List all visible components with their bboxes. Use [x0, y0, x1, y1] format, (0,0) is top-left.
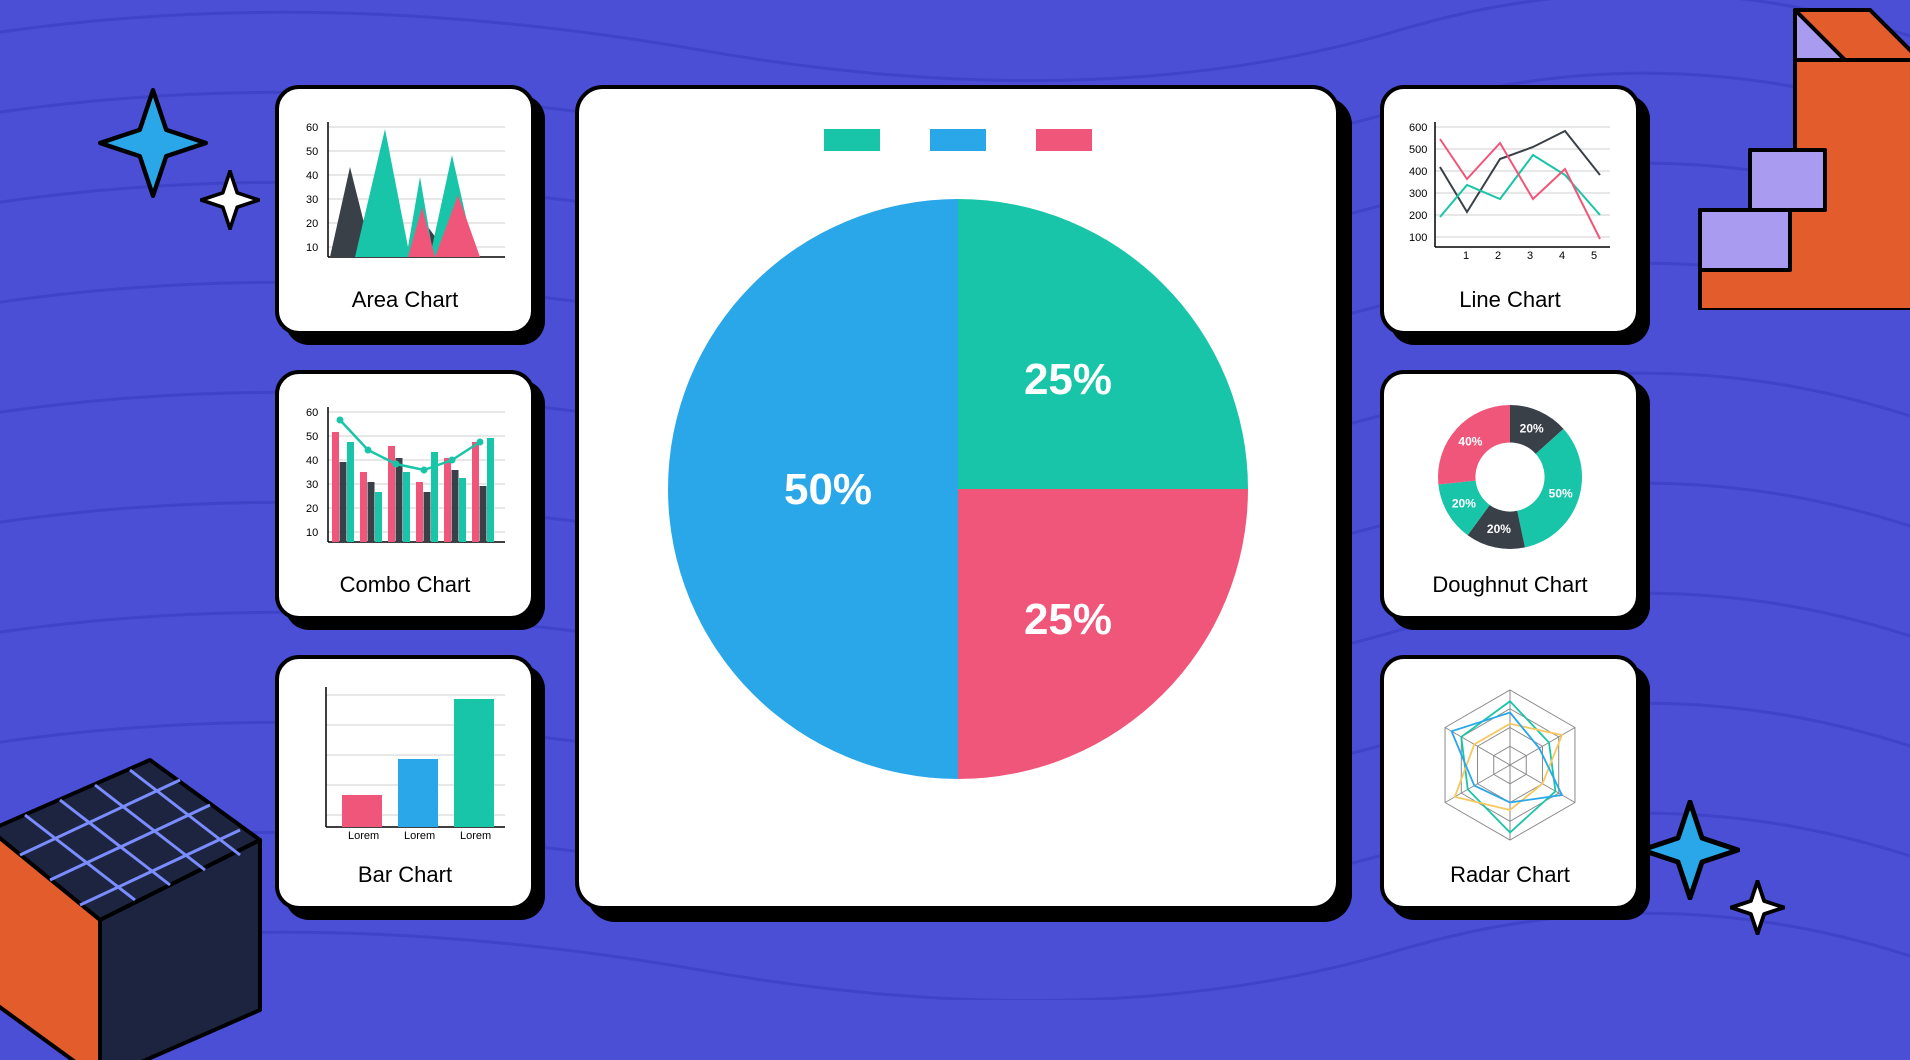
area-chart-card[interactable]: 60 50 40 30 20 10 Area Chart [275, 85, 535, 335]
radar-chart-label: Radar Chart [1450, 862, 1570, 888]
svg-text:60: 60 [306, 407, 318, 419]
svg-text:1: 1 [1463, 250, 1469, 262]
svg-text:20: 20 [306, 503, 318, 515]
svg-text:300: 300 [1409, 188, 1427, 200]
svg-text:40: 40 [306, 170, 318, 182]
svg-text:2: 2 [1495, 250, 1501, 262]
line-chart-thumbnail: 600 500 400 300 200 100 1 2 3 4 5 [1405, 107, 1615, 272]
bar-chart-card[interactable]: Lorem Lorem Lorem Bar Chart [275, 655, 535, 910]
svg-text:40%: 40% [1458, 434, 1482, 448]
svg-text:10: 10 [306, 242, 318, 254]
svg-text:50%: 50% [1549, 486, 1573, 500]
radar-chart-card[interactable]: Radar Chart [1380, 655, 1640, 910]
cube-decor-icon [0, 720, 280, 1060]
svg-text:30: 30 [306, 194, 318, 206]
legend-swatch-teal [824, 129, 880, 151]
svg-text:Lorem: Lorem [348, 830, 379, 842]
sparkle-large-icon [98, 88, 208, 198]
sparkle-small-icon [200, 170, 260, 230]
svg-text:3: 3 [1527, 250, 1533, 262]
svg-text:Lorem: Lorem [404, 830, 435, 842]
doughnut-chart-card[interactable]: 20% 50% 20% 20% 40% Doughnut Chart [1380, 370, 1640, 620]
svg-text:20%: 20% [1452, 497, 1476, 511]
line-chart-label: Line Chart [1459, 287, 1561, 313]
svg-text:200: 200 [1409, 210, 1427, 222]
legend-swatch-pink [1036, 129, 1092, 151]
svg-text:400: 400 [1409, 166, 1427, 178]
line-chart-card[interactable]: 600 500 400 300 200 100 1 2 3 4 5 Line C… [1380, 85, 1640, 335]
area-chart-label: Area Chart [352, 287, 458, 313]
svg-text:100: 100 [1409, 232, 1427, 244]
svg-text:10: 10 [306, 527, 318, 539]
svg-text:50: 50 [306, 146, 318, 158]
doughnut-chart-thumbnail: 20% 50% 20% 20% 40% [1420, 392, 1600, 562]
combo-chart-thumbnail: 60 50 40 30 20 10 [300, 392, 510, 557]
legend-swatch-blue [930, 129, 986, 151]
pie-slice-label: 25% [1023, 355, 1111, 404]
svg-text:600: 600 [1409, 122, 1427, 134]
stairs-decor-icon [1640, 0, 1910, 310]
pie-chart-card[interactable]: 25% 25% 50% [575, 85, 1340, 910]
svg-text:20%: 20% [1520, 421, 1544, 435]
svg-text:30: 30 [306, 479, 318, 491]
svg-text:4: 4 [1559, 250, 1565, 262]
svg-text:20%: 20% [1487, 522, 1511, 536]
sparkle-large-icon [1640, 800, 1740, 900]
pie-slice-label: 25% [1023, 595, 1111, 644]
svg-text:40: 40 [306, 455, 318, 467]
sparkle-small-icon [1730, 880, 1785, 935]
svg-text:50: 50 [306, 431, 318, 443]
pie-slice-label: 50% [783, 465, 871, 514]
bar-chart-thumbnail: Lorem Lorem Lorem [300, 677, 510, 847]
pie-chart: 25% 25% 50% [638, 161, 1278, 801]
svg-text:60: 60 [306, 122, 318, 134]
area-chart-thumbnail: 60 50 40 30 20 10 [300, 107, 510, 272]
svg-text:20: 20 [306, 218, 318, 230]
combo-chart-card[interactable]: 60 50 40 30 20 10 Combo Chart [275, 370, 535, 620]
combo-chart-label: Combo Chart [340, 572, 471, 598]
radar-chart-thumbnail [1415, 677, 1605, 852]
svg-text:Lorem: Lorem [460, 830, 491, 842]
doughnut-chart-label: Doughnut Chart [1432, 572, 1587, 598]
pie-legend [824, 129, 1092, 151]
bar-chart-label: Bar Chart [358, 862, 452, 888]
svg-text:5: 5 [1591, 250, 1597, 262]
svg-text:500: 500 [1409, 144, 1427, 156]
